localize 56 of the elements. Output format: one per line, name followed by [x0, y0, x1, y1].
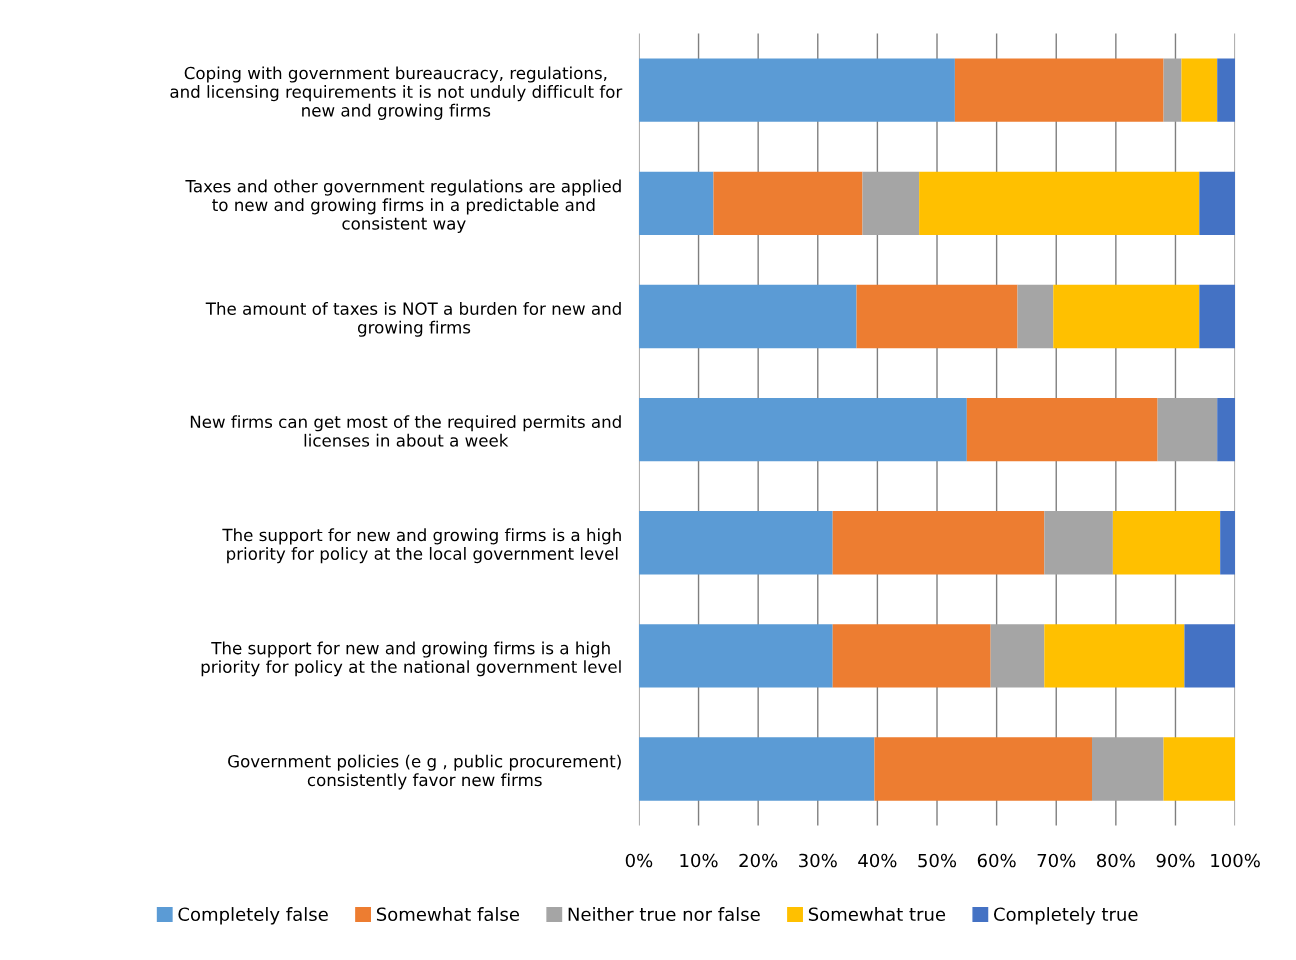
y-tick-label: Government policies (e g , public procurement) consistently favor new firms: [228, 754, 621, 790]
y-tick-label: Taxes and other government regulations are applied to new and growing firms in a predictable and consistent way: [185, 179, 621, 234]
x-tick-label: 80%: [1097, 853, 1135, 868]
x-tick-label: 0%: [625, 853, 653, 868]
x-tick-label: 100%: [1211, 853, 1260, 868]
y-tick-label: Coping with government bureaucracy, regulations, and licensing requirements it is not unduly difficult for new and growing firms: [170, 66, 623, 120]
bar: [1092, 737, 1164, 801]
bar: [638, 284, 857, 349]
x-tick-label: 70%: [1037, 853, 1076, 868]
bar: [832, 624, 991, 688]
bar: [1112, 511, 1221, 575]
bar: [1199, 171, 1236, 235]
bar: [1044, 624, 1185, 688]
x-tick-label: 50%: [918, 853, 957, 868]
y-tick-label: The support for new and growing firms is a high priority for policy at the national government level: [201, 641, 621, 677]
bar: [1217, 58, 1236, 122]
bar: [856, 284, 1018, 349]
bar: [966, 397, 1158, 462]
bar: [862, 171, 920, 235]
x-tick-label: 90%: [1156, 853, 1195, 868]
y-tick-label: The amount of taxes is NOT a burden for new and growing firms: [205, 302, 621, 337]
bar: [990, 624, 1045, 688]
bar: [638, 511, 833, 575]
bar: [919, 171, 1200, 235]
bar: [638, 171, 714, 235]
bar: [638, 737, 875, 801]
legend-label: Somewhat false: [376, 907, 520, 922]
bar: [954, 58, 1164, 122]
x-tick-label: 10%: [680, 853, 718, 868]
bar: [1199, 284, 1236, 349]
bar: [1017, 284, 1054, 349]
bar: [1044, 511, 1113, 575]
bar: [1181, 58, 1218, 122]
bar: [638, 58, 955, 122]
bar: [1163, 737, 1236, 801]
x-tick-label: 40%: [858, 853, 897, 868]
y-tick-label: The support for new and growing firms is a high priority for policy at the local government level: [222, 528, 621, 564]
bar: [832, 511, 1045, 575]
legend-label: Completely false: [178, 907, 328, 925]
bar: [713, 171, 863, 235]
x-tick-label: 20%: [739, 853, 778, 868]
bar: [1163, 58, 1182, 122]
legend-label: Neither true nor false: [568, 907, 760, 922]
bar: [638, 624, 833, 688]
bar: [638, 397, 967, 462]
bar: [1184, 624, 1236, 688]
legend-label: Completely true: [993, 907, 1138, 925]
bar: [1217, 397, 1236, 462]
bar: [874, 737, 1093, 801]
bar: [1220, 511, 1236, 575]
legend-label: Somewhat true: [808, 907, 946, 922]
y-tick-label: New firms can get most of the required permits and licenses in about a week: [190, 415, 621, 447]
x-tick-label: 30%: [799, 853, 837, 868]
bar: [1053, 284, 1200, 349]
bar: [1157, 397, 1218, 462]
x-tick-label: 60%: [977, 853, 1016, 868]
